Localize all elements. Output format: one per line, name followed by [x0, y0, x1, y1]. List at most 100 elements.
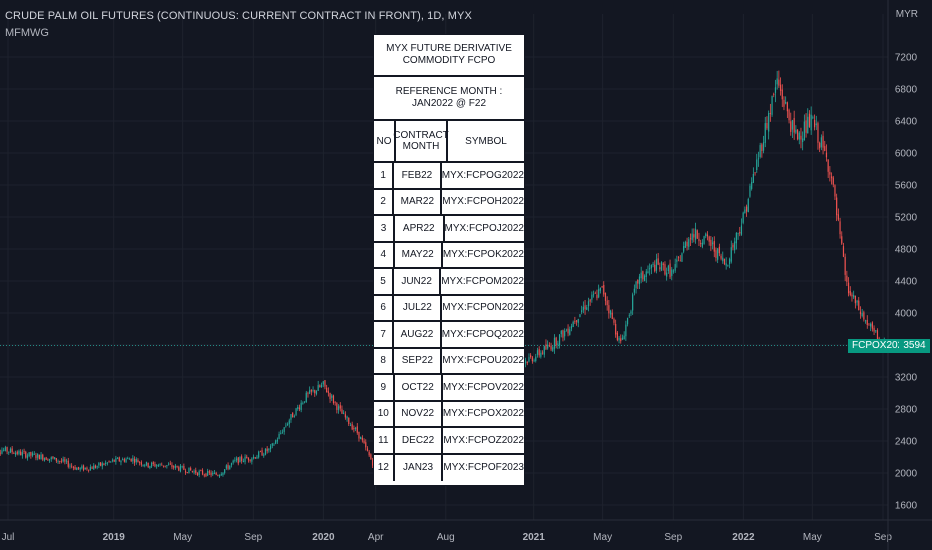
candle-body [846, 275, 848, 282]
candle-body [60, 460, 63, 462]
y-tick-label: 2000 [895, 469, 918, 480]
candle-body [608, 305, 610, 314]
candle-body [688, 239, 690, 247]
candle-body [747, 199, 749, 213]
candle-body [623, 335, 625, 340]
candle-body [6, 447, 8, 452]
candle-body [751, 181, 753, 189]
candle-body [591, 294, 593, 300]
candle-body [314, 390, 316, 394]
candle-body [371, 459, 374, 466]
table-row: 8 SEP22 MYX:FCPOU2022 [374, 348, 524, 375]
table-row: 10 NOV22 MYX:FCPOX2022 [374, 401, 524, 428]
candle-body [8, 451, 10, 453]
candle-body [870, 323, 872, 327]
candle-body [130, 458, 132, 462]
x-tick-label: 2019 [103, 532, 126, 543]
candle-body [762, 142, 765, 151]
column-header-month-line2: MONTH [402, 141, 440, 152]
candle-body [133, 458, 136, 463]
candle-body [632, 294, 634, 311]
candle-body [40, 454, 42, 460]
candle-body [57, 461, 59, 462]
candle-body [768, 113, 770, 132]
candle-body [827, 159, 829, 172]
candle-body [183, 466, 185, 470]
candle-body [132, 458, 134, 462]
candle-body [795, 129, 797, 133]
candle-body [628, 315, 630, 317]
candle-body [589, 299, 591, 302]
candle-body [116, 458, 119, 460]
candle-body [779, 84, 782, 91]
candle-body [642, 271, 644, 280]
candle-body [798, 132, 800, 140]
candle-body [64, 459, 66, 462]
candle-body [159, 463, 161, 465]
row-number: 4 [374, 242, 395, 267]
candle-body [737, 233, 739, 234]
candle-body [526, 361, 528, 364]
candle-body [793, 118, 795, 133]
candle-body [742, 212, 744, 223]
candle-body [341, 409, 343, 414]
x-tick-label: 2022 [732, 532, 755, 543]
row-number: 9 [374, 375, 395, 400]
candle-body [876, 330, 879, 340]
candle-body [239, 457, 241, 463]
candle-body [198, 471, 200, 476]
candle-body [587, 301, 590, 307]
candle-body [868, 324, 870, 326]
candle-body [203, 474, 205, 476]
table-row: 2 MAR22 MYX:FCPOH2022 [374, 189, 524, 216]
y-tick-label: 7200 [895, 53, 918, 64]
candle-body [344, 414, 346, 418]
candle-body [280, 432, 282, 434]
candle-body [560, 330, 562, 335]
candle-body [42, 454, 44, 460]
candle-body [802, 138, 804, 142]
candle-body [351, 424, 353, 430]
candle-body [618, 337, 620, 341]
candle-body [207, 470, 209, 476]
candle-body [225, 465, 227, 469]
candle-body [667, 265, 669, 271]
candle-body [242, 460, 244, 462]
candle-body [851, 294, 853, 297]
candle-body [37, 453, 39, 458]
candle-body [285, 425, 287, 427]
y-tick-label: 5600 [895, 181, 918, 192]
candle-body [647, 271, 649, 274]
candle-body [99, 462, 102, 466]
candle-body [601, 286, 603, 287]
candle-body [674, 264, 676, 271]
candle-body [154, 464, 156, 467]
candle-body [761, 144, 763, 151]
candle-body [21, 452, 23, 456]
candle-body [283, 427, 285, 432]
candle-body [613, 318, 615, 323]
x-tick-label: Sep [874, 532, 892, 543]
candle-body [47, 459, 49, 461]
candle-body [326, 387, 328, 393]
candle-body [13, 453, 15, 454]
candle-body [264, 448, 267, 455]
candle-body [200, 470, 202, 472]
candle-body [666, 272, 668, 277]
candle-body [524, 360, 527, 364]
candle-body [110, 461, 112, 463]
candle-body [557, 343, 559, 345]
candle-body [18, 450, 20, 454]
candle-body [327, 391, 329, 393]
y-tick-label: 4000 [895, 309, 918, 320]
candle-body [300, 402, 302, 410]
candle-body [212, 472, 214, 475]
candle-body [555, 337, 557, 346]
candle-body [676, 259, 678, 262]
candle-body [363, 440, 365, 443]
candle-body [820, 137, 822, 148]
candle-body [810, 114, 812, 131]
candle-body [48, 458, 51, 461]
candle-body [105, 462, 107, 464]
candle-body [86, 467, 88, 470]
